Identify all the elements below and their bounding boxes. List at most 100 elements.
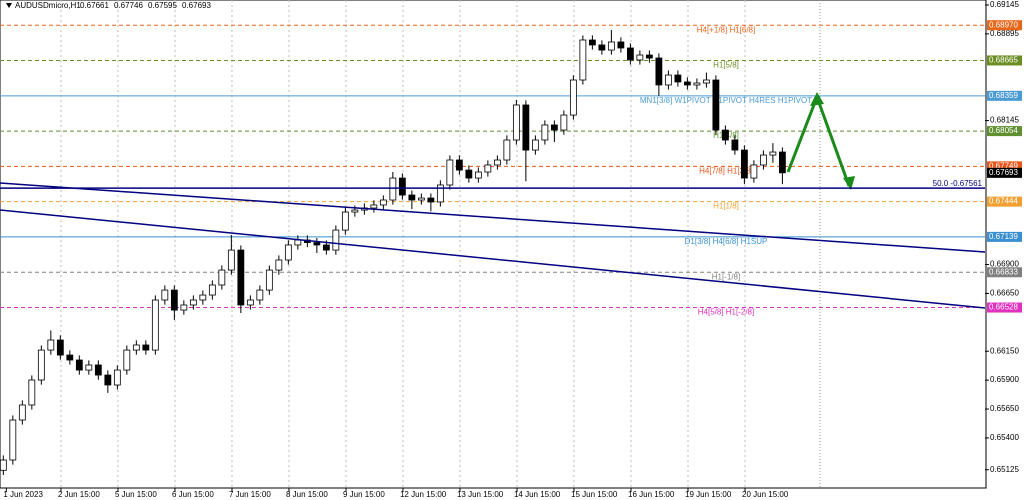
candle-body [199,294,207,301]
candle-body [493,159,501,166]
x-tick-label: 8 Jun 15:00 [286,490,328,499]
level-price-label: 0.68665 [989,56,1018,65]
y-tick-label: 0.65650 [990,404,1019,413]
candle-body [626,47,634,61]
candle-body [655,57,663,86]
level-label: H4[+1/8] H1[6/8] [697,25,755,34]
y-tick-label: 0.69145 [990,0,1019,9]
candle-body [56,339,64,356]
candle-body [541,124,549,141]
y-tick-label: 0.68145 [990,116,1019,125]
x-tick-label: 15 Jun 15:00 [571,490,618,499]
fib-label: 50.0 -0.67561 [933,179,983,188]
candle-body [759,154,767,166]
candle-body [370,204,378,209]
candle-body [740,149,748,179]
level-price-box [987,55,1022,66]
candle-body [598,44,606,51]
x-tick-label: 14 Jun 15:00 [514,490,561,499]
candle-body [256,289,264,301]
candle-body [313,242,321,246]
candle-body [180,304,188,311]
candle-body [550,124,558,131]
candle-body [769,151,777,156]
candle-body [47,339,55,351]
level-price-box [987,20,1022,31]
x-tick-label: 5 Jun 15:00 [115,490,157,499]
candle-body [778,151,786,174]
candle-body [683,81,691,86]
level-price-label: 0.68970 [989,20,1018,29]
candle-body [636,54,644,61]
candle-body [750,164,758,179]
level-price-label: 0.67749 [989,161,1018,170]
candle-body [265,269,273,291]
x-tick-label: 12 Jun 15:00 [400,490,447,499]
level-price-box [987,90,1022,101]
x-tick-label: 19 Jun 15:00 [685,490,732,499]
candle-body [503,139,511,161]
candle-body [569,79,577,116]
candle-body [531,139,539,151]
candle-body [721,129,729,141]
ohlc-value: 0.67595 [148,1,177,10]
y-tick-label: 0.66650 [990,289,1019,298]
candle-body [332,229,340,251]
candle-body [9,419,17,461]
candle-body [674,74,682,83]
candle-body [322,244,330,251]
candle-body [512,104,520,141]
candle-body [18,404,26,421]
candle-body [702,79,710,84]
trendline [0,182,986,253]
candle-body [446,159,454,186]
candle-body [427,197,435,203]
candle-body [227,249,235,271]
trendline [0,209,986,309]
level-price-box [987,161,1022,172]
candle-body [189,299,197,306]
menu-icon[interactable] [6,3,12,8]
candle-body [28,379,36,406]
y-tick-label: 0.68895 [990,29,1019,38]
candle-body [588,39,596,46]
candle-body [693,82,701,86]
y-tick-label: 0.66150 [990,346,1019,355]
x-tick-label: 9 Jun 15:00 [343,490,385,499]
level-label: H1[1/8] [713,202,739,211]
plot-frame [0,0,987,489]
candle-body [379,199,387,206]
y-tick-label: 0.65125 [990,465,1019,474]
candle-body [151,299,159,351]
candle-body [408,194,416,201]
candle-body [522,104,530,151]
candle-body [617,41,625,49]
level-price-box [987,267,1022,278]
candle-body [37,349,45,381]
arrow-head [810,92,824,106]
candle-body [208,284,216,296]
candle-body [85,364,93,371]
candle-body [284,244,292,261]
candle-body [75,359,83,371]
ohlc-value: 0.67661 [80,1,109,10]
candle-body [275,259,283,271]
level-price-box [987,231,1022,242]
symbol-title: AUDUSDmicro,H1 [15,1,81,10]
candle-body [123,349,131,371]
level-label: D1[3/8] H4[6/8] H1SUP [685,237,768,246]
candle-body [0,459,7,471]
level-label: H4[5/8] H1[-2/8] [698,308,754,317]
candle-body [170,289,178,311]
x-tick-label: 1 Jun 2023 [3,490,43,499]
y-tick-label: 0.65400 [990,433,1019,442]
candle-body [132,344,140,351]
candle-body [142,344,150,351]
y-tick-label: 0.65900 [990,375,1019,384]
level-price-label: 0.67139 [989,232,1018,241]
arrow-head [843,176,855,190]
candle-body [731,139,739,151]
candle-body [474,171,482,179]
